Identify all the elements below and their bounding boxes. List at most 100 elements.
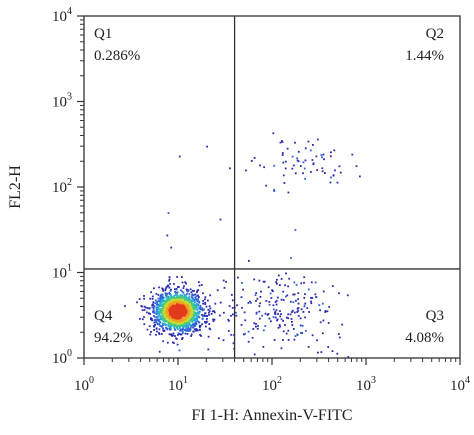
data-point (253, 278, 256, 281)
data-point (186, 326, 189, 329)
data-point (192, 314, 195, 317)
data-point (186, 324, 188, 327)
data-point (276, 278, 278, 281)
data-point (143, 323, 146, 326)
data-point (190, 325, 193, 328)
data-point (186, 290, 189, 292)
data-point (293, 281, 296, 284)
data-point (185, 326, 188, 329)
data-point (206, 318, 208, 320)
data-point (191, 304, 194, 307)
quadrant-name: Q4 (94, 308, 113, 324)
data-point (156, 330, 158, 333)
data-point (176, 308, 180, 311)
data-point (346, 294, 349, 297)
data-point (338, 165, 341, 168)
data-point (204, 312, 206, 315)
data-point (279, 284, 281, 286)
data-point (214, 302, 217, 305)
data-point (198, 296, 200, 298)
data-point (170, 327, 172, 330)
data-point (163, 319, 167, 322)
data-point (213, 318, 216, 321)
data-point (245, 169, 247, 172)
quadrant-gates (84, 16, 460, 358)
data-point (202, 302, 204, 305)
data-point (219, 301, 222, 304)
data-point (287, 339, 290, 341)
data-point (287, 329, 290, 332)
data-point (180, 289, 182, 292)
data-point (183, 294, 186, 296)
data-point (191, 321, 194, 323)
data-point (204, 321, 206, 323)
data-point (168, 306, 171, 309)
data-point (166, 341, 169, 344)
data-point (163, 299, 166, 302)
data-point (311, 334, 314, 337)
data-point (294, 141, 296, 144)
data-point (229, 167, 231, 170)
data-point (175, 308, 178, 311)
y-tick-label: 100 (52, 348, 72, 367)
data-point (194, 319, 197, 322)
data-point (304, 316, 306, 319)
data-point (186, 314, 189, 318)
data-point (174, 294, 176, 297)
data-point (149, 313, 151, 315)
data-point (146, 307, 149, 309)
data-point (289, 300, 292, 303)
data-point (158, 313, 161, 316)
data-point (199, 305, 202, 307)
data-point (276, 282, 278, 285)
data-point (140, 305, 143, 307)
data-point (282, 299, 285, 301)
data-point (157, 320, 160, 322)
data-point (150, 317, 152, 320)
data-point (235, 311, 237, 314)
data-point (179, 327, 181, 330)
data-point (272, 132, 275, 135)
data-point (184, 301, 187, 304)
data-point (255, 292, 258, 294)
data-point (168, 276, 171, 278)
data-point (262, 280, 265, 283)
data-point (173, 305, 176, 308)
data-point (180, 319, 183, 322)
data-point (292, 301, 295, 304)
data-point (177, 304, 180, 307)
data-point (190, 319, 194, 322)
data-point (196, 329, 199, 331)
data-point (287, 313, 290, 316)
data-point (124, 305, 126, 308)
quadrant-percent: 94.2% (94, 330, 133, 346)
data-point (201, 314, 203, 316)
data-point (177, 312, 181, 315)
data-point (185, 295, 187, 298)
data-point (194, 296, 197, 299)
data-point (182, 326, 184, 329)
data-point (168, 309, 171, 312)
data-point (316, 169, 319, 171)
data-point (167, 315, 170, 318)
data-point (166, 310, 169, 313)
data-point (303, 305, 306, 308)
data-point (162, 303, 166, 306)
data-point (177, 319, 180, 322)
data-point (304, 293, 306, 295)
data-point (173, 316, 177, 320)
data-point (197, 299, 200, 301)
data-point (252, 328, 255, 330)
data-point (328, 306, 331, 308)
data-point (186, 322, 189, 325)
data-point (161, 313, 164, 316)
data-point (160, 325, 163, 328)
data-point (185, 316, 188, 319)
data-point (301, 332, 304, 334)
data-point (165, 294, 168, 296)
data-point (227, 330, 230, 332)
data-point (180, 329, 183, 332)
data-point (168, 307, 172, 311)
data-point (152, 307, 155, 310)
data-point (171, 335, 173, 337)
